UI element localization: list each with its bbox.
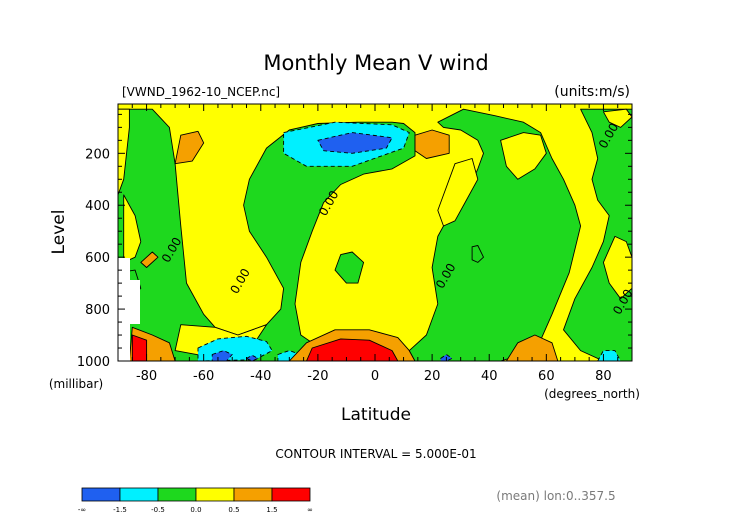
contour-region-pos_mid (414, 129, 450, 159)
contour-region-pos_mid (140, 251, 159, 268)
colorbar-label: ∞ (307, 506, 313, 514)
contour-region-pos_weak (437, 158, 479, 227)
chart-title: Monthly Mean V wind (263, 51, 488, 75)
contour-region-pos_weak (602, 235, 632, 300)
x-tick-label: 0 (371, 369, 379, 384)
x-tick-label: 20 (424, 369, 441, 384)
colorbar-swatch (81, 487, 121, 502)
contour-region-pos_mid (174, 130, 205, 165)
y-unit-label: (millibar) (49, 377, 103, 391)
contour-region-neg_strong (246, 354, 259, 361)
contour-region-pos_weak (123, 194, 142, 263)
y-tick-label: 200 (85, 147, 110, 162)
contour-interval-text: CONTOUR INTERVAL = 5.000E-01 (275, 447, 476, 461)
y-tick-label: 600 (85, 251, 110, 266)
colorbar-label: -0.5 (151, 506, 165, 514)
x-tick-label: 80 (595, 369, 612, 384)
x-tick-label: 60 (538, 369, 555, 384)
contour-region-pos_weak (602, 108, 632, 128)
colorbar-label: -1.5 (113, 506, 127, 514)
file-label: [VWND_1962-10_NCEP.nc] (122, 85, 280, 99)
colorbar-swatch (119, 487, 159, 502)
contour-region-neg_weak (408, 108, 582, 361)
colorbar-swatch (271, 487, 311, 502)
x-tick-label: -40 (250, 369, 271, 384)
colorbar-label: -∞ (78, 506, 86, 514)
contour-region-neg_strong (211, 350, 233, 361)
y-tick-label: 1000 (77, 355, 110, 370)
contour-region-pos_mid (505, 334, 559, 361)
contour-region-neg_weak (334, 251, 365, 284)
contour-region-pos_strong (131, 334, 148, 361)
colorbar: -∞ -1.5 -0.5 0.0 0.5 1.5 ∞ (78, 487, 313, 514)
colorbar-label: 1.5 (266, 506, 277, 514)
units-label: (units:m/s) (554, 84, 630, 100)
colorbar-label: 0.5 (228, 506, 239, 514)
footer-text: (mean) lon:0..357.5 (496, 489, 615, 503)
contour-regions (118, 108, 632, 361)
x-tick-label: -80 (136, 369, 157, 384)
contour-region-neg_weak (563, 108, 632, 361)
contour-region-pos_weak (500, 132, 547, 180)
x-axis: -80 -60 -40 -20 0 20 40 60 80 (117, 104, 633, 384)
contour-region-neg_weak (118, 108, 416, 361)
x-tick-label: -20 (307, 369, 328, 384)
x-unit-label: (degrees_north) (544, 387, 640, 401)
x-tick-label: -60 (193, 369, 214, 384)
y-axis: 200 400 600 800 1000 (77, 113, 632, 370)
colorbar-swatch (195, 487, 235, 502)
x-axis-label: Latitude (341, 405, 411, 425)
colorbar-swatch (233, 487, 273, 502)
y-tick-label: 800 (85, 303, 110, 318)
contour-region-pos_weak (118, 108, 130, 196)
contour-region-neg_strong (317, 132, 393, 154)
x-tick-label: 40 (481, 369, 498, 384)
y-tick-label: 400 (85, 199, 110, 214)
contour-region-neg_weak (471, 245, 484, 263)
y-axis-label: Level (49, 210, 69, 255)
colorbar-label: 0.0 (190, 506, 201, 514)
colorbar-swatch (157, 487, 197, 502)
